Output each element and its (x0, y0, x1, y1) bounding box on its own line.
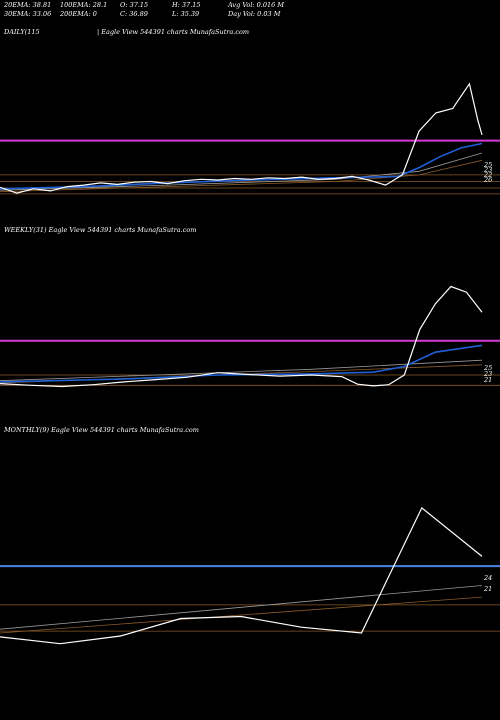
daily-tick-label-2: 22 (483, 171, 492, 179)
header-ema100: 100EMA: 28.1 (60, 1, 108, 9)
daily-average-line-0 (0, 152, 483, 191)
weekly-tick-label-2: 21 (483, 376, 492, 384)
daily-average-line-1 (0, 159, 483, 193)
header-high: H: 37.15 (172, 1, 201, 9)
header-ema20: 20EMA: 38.81 (4, 1, 52, 9)
daily-watermark: | Eagle View 544391 charts MunafaSutra.c… (97, 28, 250, 36)
weekly-tick-label-0: 25 (483, 364, 492, 372)
monthly-panel-label: MONTHLY(9) Eagle View 544391 charts Muna… (4, 426, 199, 434)
monthly-average-line-1 (0, 596, 483, 634)
weekly-average-line-0 (0, 359, 483, 382)
monthly-tick-label-1: 21 (483, 585, 492, 593)
daily-tick-label-3: 26 (483, 176, 492, 184)
header-ema200: 200EMA: 0 (60, 10, 97, 18)
daily-tick-label-0: 25 (483, 161, 492, 169)
header-close: C: 36.89 (120, 10, 148, 18)
daily-ema-line (0, 142, 483, 190)
header-avg-vol: Avg Vol: 0.016 M (228, 1, 285, 9)
header-open: O: 37.15 (120, 1, 149, 9)
weekly-ema-line (0, 344, 483, 383)
daily-tick-label-1: 23 (483, 166, 492, 174)
daily-price-line (0, 82, 483, 194)
header-ema30: 30EMA: 33.06 (4, 10, 52, 18)
header-day-vol: Day Vol: 0.03 M (228, 10, 281, 18)
weekly-panel-label: WEEKLY(31) Eagle View 544391 charts Muna… (4, 226, 197, 234)
monthly-price-line (0, 506, 483, 645)
weekly-tick-label-1: 23 (483, 370, 492, 378)
daily-panel-label: DAILY(115 (4, 28, 40, 36)
monthly-average-line-0 (0, 585, 483, 630)
monthly-tick-label-0: 24 (483, 574, 492, 582)
weekly-price-line (0, 285, 483, 388)
header-low: L: 35.39 (172, 10, 200, 18)
